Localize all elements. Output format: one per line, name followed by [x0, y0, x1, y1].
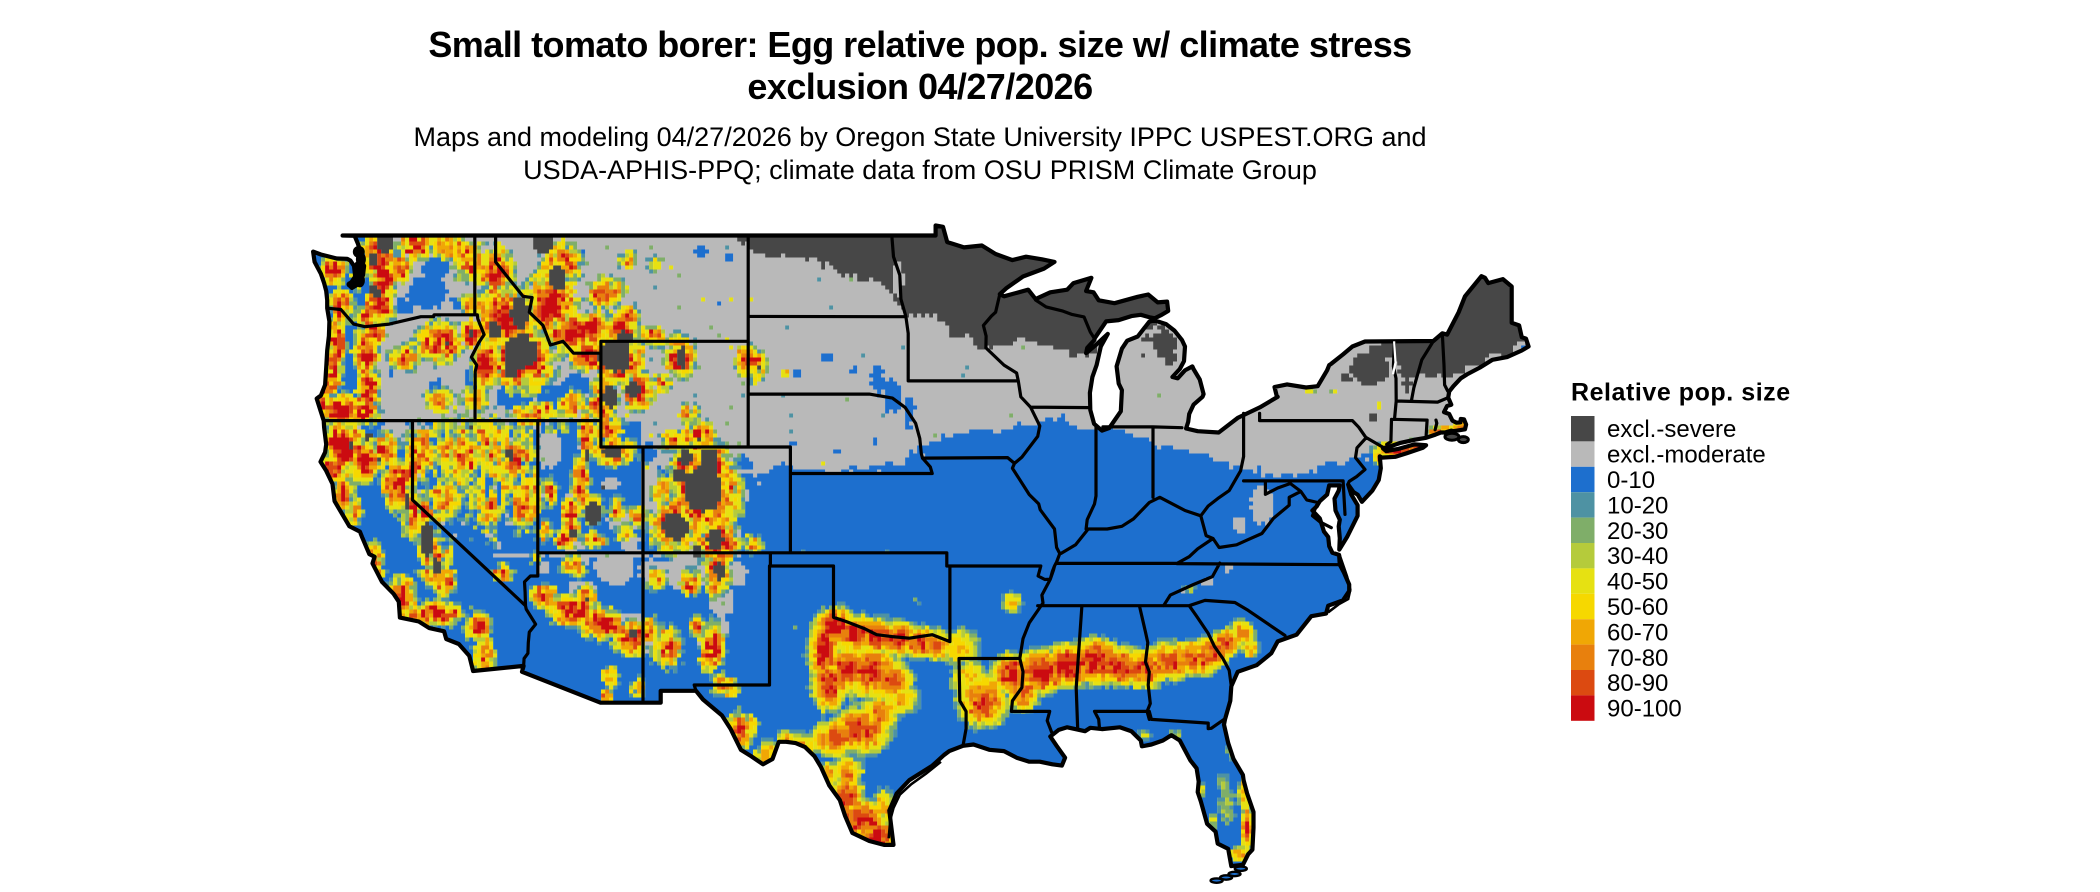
svg-text:80-90: 80-90 — [1607, 670, 1668, 697]
svg-text:0-10: 0-10 — [1607, 467, 1655, 494]
svg-text:70-80: 70-80 — [1607, 645, 1668, 672]
svg-text:10-20: 10-20 — [1607, 492, 1668, 519]
svg-text:60-70: 60-70 — [1607, 619, 1668, 646]
svg-text:50-60: 50-60 — [1607, 594, 1668, 621]
svg-text:Maps and modeling 04/27/2026 b: Maps and modeling 04/27/2026 by Oregon S… — [413, 122, 1426, 152]
svg-text:30-40: 30-40 — [1607, 543, 1668, 570]
svg-text:excl.-moderate: excl.-moderate — [1607, 442, 1766, 469]
svg-text:20-30: 20-30 — [1607, 518, 1668, 545]
svg-text:USDA-APHIS-PPQ; climate data f: USDA-APHIS-PPQ; climate data from OSU PR… — [523, 155, 1317, 185]
svg-text:Small tomato borer: Egg relati: Small tomato borer: Egg relative pop. si… — [428, 24, 1411, 65]
svg-text:40-50: 40-50 — [1607, 569, 1668, 596]
svg-text:90-100: 90-100 — [1607, 696, 1682, 723]
svg-text:excl.-severe: excl.-severe — [1607, 416, 1736, 443]
svg-text:exclusion 04/27/2026: exclusion 04/27/2026 — [747, 66, 1092, 107]
svg-text:Relative pop. size: Relative pop. size — [1571, 379, 1791, 407]
